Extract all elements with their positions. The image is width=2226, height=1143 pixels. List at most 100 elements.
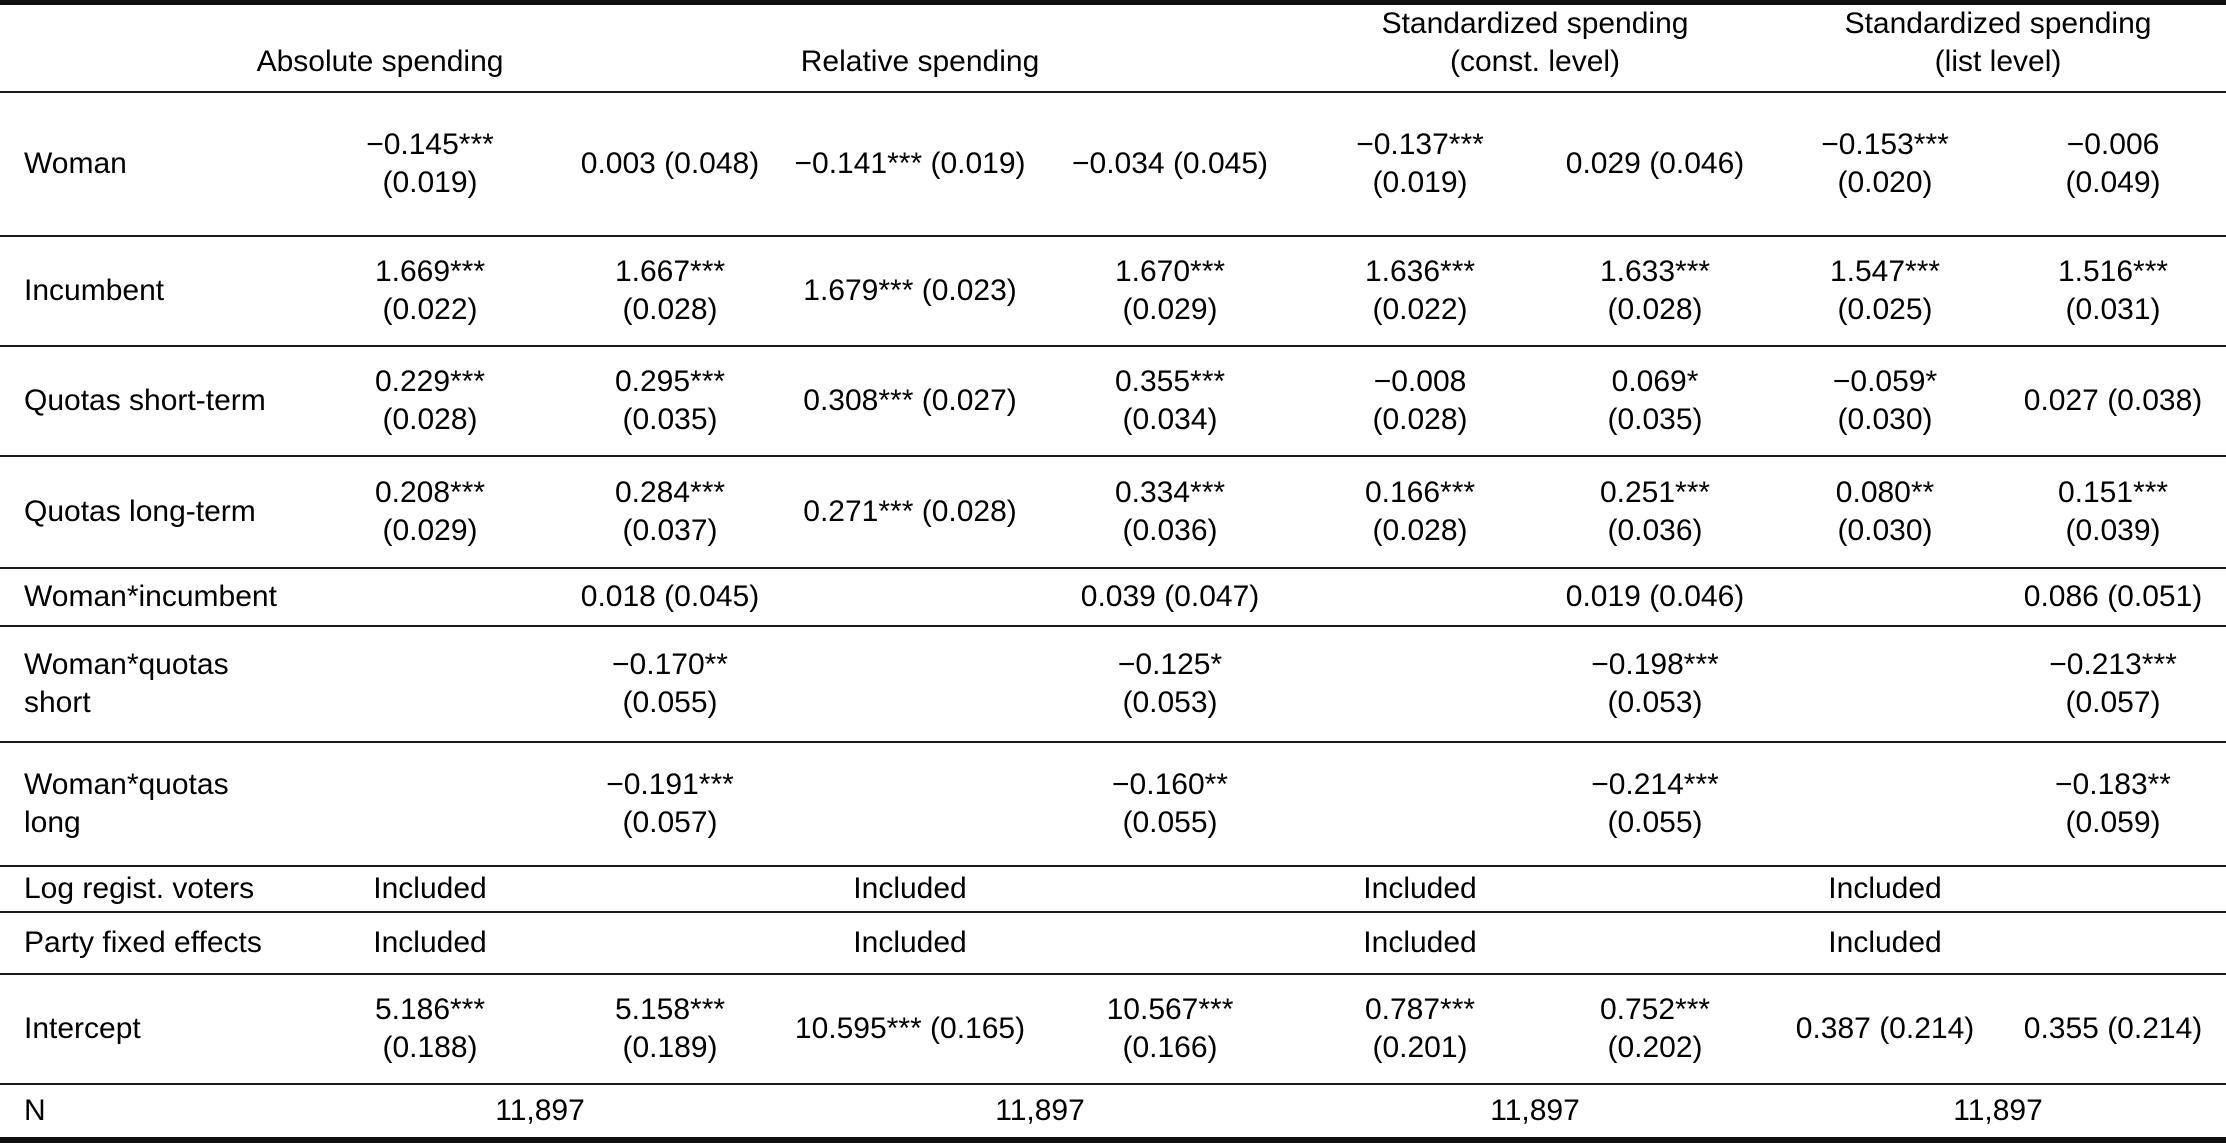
coef-cell: 0.086 (0.051) bbox=[2000, 568, 2226, 626]
se-line: (0.028) bbox=[622, 293, 718, 327]
row-label: Intercept bbox=[0, 974, 300, 1084]
coef-cell: 1.669*** (0.022) bbox=[300, 236, 560, 346]
coef-cell: Included bbox=[1300, 912, 1540, 974]
coef-cell: −0.008 (0.028) bbox=[1300, 346, 1540, 456]
estimate-line: 0.752*** bbox=[1599, 993, 1711, 1027]
row-label: Incumbent bbox=[0, 236, 300, 346]
estimate-line: Included bbox=[1363, 872, 1477, 906]
coef-cell bbox=[1300, 568, 1540, 626]
coef-cell: −0.145*** (0.019) bbox=[300, 92, 560, 236]
estimate-line: Included bbox=[1828, 926, 1942, 960]
coef-cell bbox=[780, 568, 1040, 626]
estimate-line: 0.029 (0.046) bbox=[1565, 147, 1745, 181]
estimate-line: 0.080** bbox=[1835, 476, 1935, 510]
estimate-line: Included bbox=[853, 926, 967, 960]
table-row: Intercept 5.186*** (0.188) 5.158*** (0.189) 1… bbox=[0, 974, 2226, 1085]
row-label: N bbox=[0, 1084, 300, 1140]
coef-cell: 1.667*** (0.028) bbox=[560, 236, 780, 346]
coef-cell: 0.166*** (0.028) bbox=[1300, 456, 1540, 568]
row-label-line: N bbox=[24, 1094, 46, 1128]
estimate-line: −0.137*** bbox=[1356, 128, 1484, 162]
coef-cell: 5.158*** (0.189) bbox=[560, 974, 780, 1084]
coef-cell: 1.679*** (0.023) bbox=[780, 236, 1040, 346]
row-label-line: Quotas short-term bbox=[24, 384, 266, 418]
table-row: Incumbent 1.669*** (0.022) 1.667*** (0.028) 1… bbox=[0, 236, 2226, 347]
se-line: (0.053) bbox=[1607, 686, 1703, 720]
coef-cell bbox=[1770, 742, 2000, 866]
coef-cell bbox=[1770, 626, 2000, 742]
estimate-line: −0.198*** bbox=[1591, 648, 1719, 682]
estimate-line: 1.636*** bbox=[1364, 255, 1476, 289]
se-line: (0.057) bbox=[2065, 686, 2161, 720]
row-label: Woman*quotas long bbox=[0, 742, 300, 866]
coef-cell: 0.027 (0.038) bbox=[2000, 346, 2226, 456]
estimate-line: −0.153*** bbox=[1821, 128, 1949, 162]
coef-cell: 0.355 (0.214) bbox=[2000, 974, 2226, 1084]
n-value: 11,897 bbox=[495, 1094, 585, 1128]
coef-cell: −0.213*** (0.057) bbox=[2000, 626, 2226, 742]
row-label-line: Woman*quotas bbox=[24, 648, 229, 682]
coef-cell: Included bbox=[1300, 866, 1540, 912]
coef-cell: 0.229*** (0.028) bbox=[300, 346, 560, 456]
coef-cell: 0.018 (0.045) bbox=[560, 568, 780, 626]
estimate-line: 0.018 (0.045) bbox=[580, 580, 760, 614]
estimate-line: Included bbox=[853, 872, 967, 906]
estimate-line: 5.186*** bbox=[374, 993, 486, 1027]
se-line: (0.055) bbox=[622, 686, 718, 720]
se-line: (0.035) bbox=[1607, 403, 1703, 437]
coef-cell: −0.153*** (0.020) bbox=[1770, 92, 2000, 236]
table-body: Woman −0.145*** (0.019) 0.003 (0.048) −0.141… bbox=[0, 92, 2226, 1140]
table-row: Woman*incumbent 0.018 (0.045) 0.039 (0.047… bbox=[0, 568, 2226, 627]
coef-cell: −0.059* (0.030) bbox=[1770, 346, 2000, 456]
se-line: (0.039) bbox=[2065, 514, 2161, 548]
estimate-line: −0.059* bbox=[1832, 365, 1938, 399]
coef-cell: 0.752*** (0.202) bbox=[1540, 974, 1770, 1084]
row-label-line: Incumbent bbox=[24, 274, 165, 308]
coef-cell: −0.006 (0.049) bbox=[2000, 92, 2226, 236]
estimate-line: 1.633*** bbox=[1599, 255, 1711, 289]
column-group-label: Absolute spending bbox=[257, 43, 504, 81]
estimate-line: 0.208*** bbox=[374, 476, 486, 510]
estimate-line: −0.125* bbox=[1117, 648, 1223, 682]
coef-cell: 1.547*** (0.025) bbox=[1770, 236, 2000, 346]
coef-cell: −0.214*** (0.055) bbox=[1540, 742, 1770, 866]
column-group-header: Relative spending bbox=[780, 3, 1300, 93]
se-line: (0.019) bbox=[382, 166, 478, 200]
coef-cell bbox=[1540, 866, 1770, 912]
estimate-line: −0.034 (0.045) bbox=[1072, 147, 1268, 181]
estimate-line: −0.170** bbox=[612, 648, 728, 682]
estimate-line: 0.229*** bbox=[374, 365, 486, 399]
se-line: (0.030) bbox=[1837, 514, 1933, 548]
coef-cell: 10.595*** (0.165) bbox=[780, 974, 1040, 1084]
coef-cell: 0.003 (0.048) bbox=[560, 92, 780, 236]
table-header: Absolute spending Relative spending Standa… bbox=[0, 3, 2226, 93]
table-row: N 11,897 11,897 11,897 11,897 bbox=[0, 1084, 2226, 1140]
row-label-line: Log regist. voters bbox=[24, 872, 255, 906]
se-line: (0.031) bbox=[2065, 293, 2161, 327]
estimate-line: −0.191*** bbox=[606, 768, 734, 802]
estimate-line: Included bbox=[373, 926, 487, 960]
se-line: (0.030) bbox=[1837, 403, 1933, 437]
n-value: 11,897 bbox=[1953, 1094, 2043, 1128]
estimate-line: −0.008 bbox=[1373, 365, 1467, 399]
se-line: (0.053) bbox=[1122, 686, 1218, 720]
coef-cell: 1.670*** (0.029) bbox=[1040, 236, 1300, 346]
estimate-line: Included bbox=[1828, 872, 1942, 906]
estimate-line: −0.214*** bbox=[1591, 768, 1719, 802]
row-label: Quotas long-term bbox=[0, 456, 300, 568]
coef-cell: −0.125* (0.053) bbox=[1040, 626, 1300, 742]
se-line: (0.201) bbox=[1372, 1031, 1468, 1065]
estimate-line: 0.387 (0.214) bbox=[1795, 1012, 1975, 1046]
coef-cell: Included bbox=[780, 866, 1040, 912]
coef-cell bbox=[2000, 912, 2226, 974]
estimate-line: −0.141*** (0.019) bbox=[794, 147, 1026, 181]
estimate-line: 0.284*** bbox=[614, 476, 726, 510]
se-line: (0.029) bbox=[382, 514, 478, 548]
row-label: Party fixed effects bbox=[0, 912, 300, 974]
coef-cell bbox=[1540, 912, 1770, 974]
estimate-line: 5.158*** bbox=[614, 993, 726, 1027]
header-line: Standardized spending bbox=[1381, 7, 1689, 40]
coef-cell bbox=[780, 742, 1040, 866]
estimate-line: Included bbox=[1363, 926, 1477, 960]
